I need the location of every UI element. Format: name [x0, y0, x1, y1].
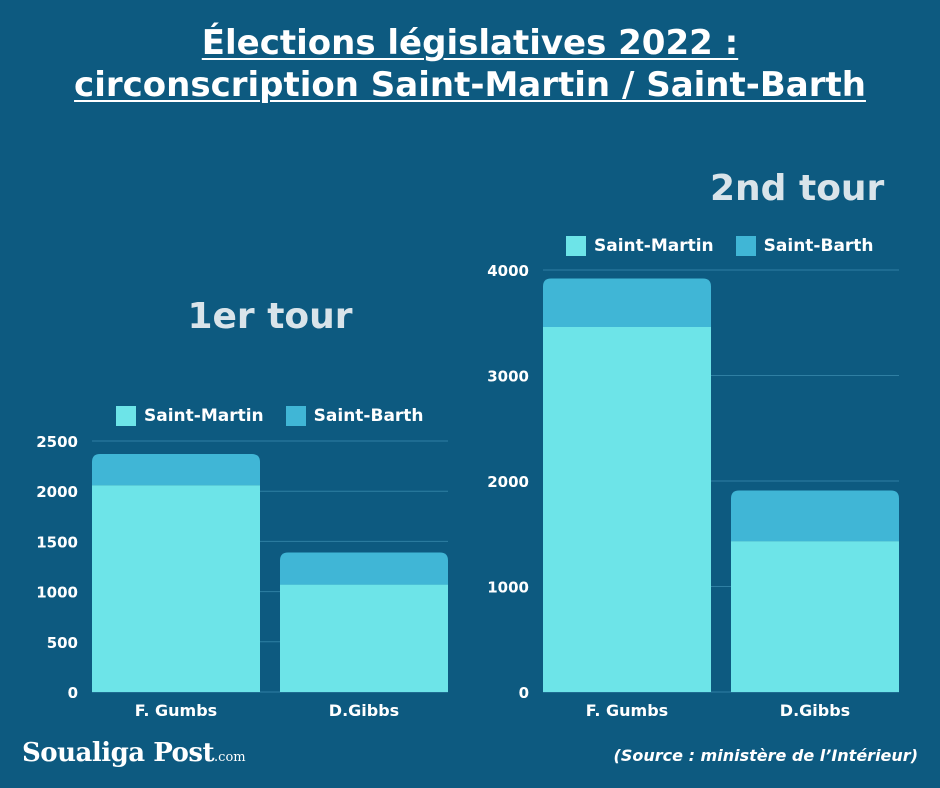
- chart-1-title: 1er tour: [187, 296, 353, 337]
- y-tick-label: 2000: [487, 473, 529, 491]
- x-tick-label: F. Gumbs: [135, 701, 217, 720]
- bar-saint-martin: [543, 326, 711, 692]
- legend-item-saint-barth: Saint-Barth: [285, 406, 424, 426]
- legend-label: Saint-Martin: [144, 406, 264, 426]
- page-title: Élections législatives 2022 : circonscri…: [0, 22, 940, 106]
- logo: Soualiga Post.com: [22, 738, 246, 768]
- bar-saint-martin: [92, 485, 260, 692]
- legend-swatch-saint-martin: [566, 236, 586, 256]
- bar-saint-barth: [731, 490, 899, 542]
- legend-item-saint-martin: Saint-Martin: [566, 236, 714, 256]
- y-tick-label: 1500: [36, 533, 78, 551]
- legend-item-saint-barth: Saint-Barth: [735, 236, 874, 256]
- y-tick-label: 1000: [36, 584, 78, 602]
- x-tick-label: F. Gumbs: [586, 701, 668, 720]
- legend-label: Saint-Barth: [313, 406, 424, 426]
- bar-saint-martin: [280, 584, 448, 692]
- legend-item-saint-martin: Saint-Martin: [116, 406, 264, 426]
- y-tick-label: 2500: [36, 433, 78, 451]
- source-note: (Source : ministère de l’Intérieur): [613, 746, 918, 765]
- chart-2-legend: Saint-Martin Saint-Barth: [566, 236, 896, 256]
- bar-saint-barth: [280, 552, 448, 585]
- chart-1-legend: Saint-Martin Saint-Barth: [116, 406, 446, 426]
- legend-swatch-saint-barth: [735, 236, 756, 256]
- bar-saint-barth: [92, 454, 260, 486]
- legend-swatch-saint-martin: [116, 406, 136, 426]
- bar-saint-martin: [731, 541, 899, 692]
- title-line-2: circonscription Saint-Martin / Saint-Bar…: [74, 65, 866, 105]
- bar-saint-barth: [543, 278, 711, 327]
- y-tick-label: 2000: [36, 483, 78, 501]
- chart-2-title: 2nd tour: [710, 168, 885, 209]
- y-tick-label: 3000: [487, 368, 529, 386]
- y-tick-label: 0: [519, 684, 529, 702]
- y-tick-label: 500: [47, 634, 78, 652]
- y-tick-label: 4000: [487, 262, 529, 280]
- title-line-1: Élections législatives 2022 :: [201, 23, 739, 63]
- y-tick-label: 1000: [487, 579, 529, 597]
- legend-swatch-saint-barth: [285, 406, 306, 426]
- logo-suffix: .com: [214, 750, 246, 765]
- legend-label: Saint-Barth: [763, 236, 874, 256]
- legend-label: Saint-Martin: [594, 236, 714, 256]
- logo-name: Soualiga Post: [22, 738, 215, 768]
- x-tick-label: D.Gibbs: [329, 701, 399, 720]
- x-tick-label: D.Gibbs: [780, 701, 850, 720]
- y-tick-label: 0: [68, 684, 78, 702]
